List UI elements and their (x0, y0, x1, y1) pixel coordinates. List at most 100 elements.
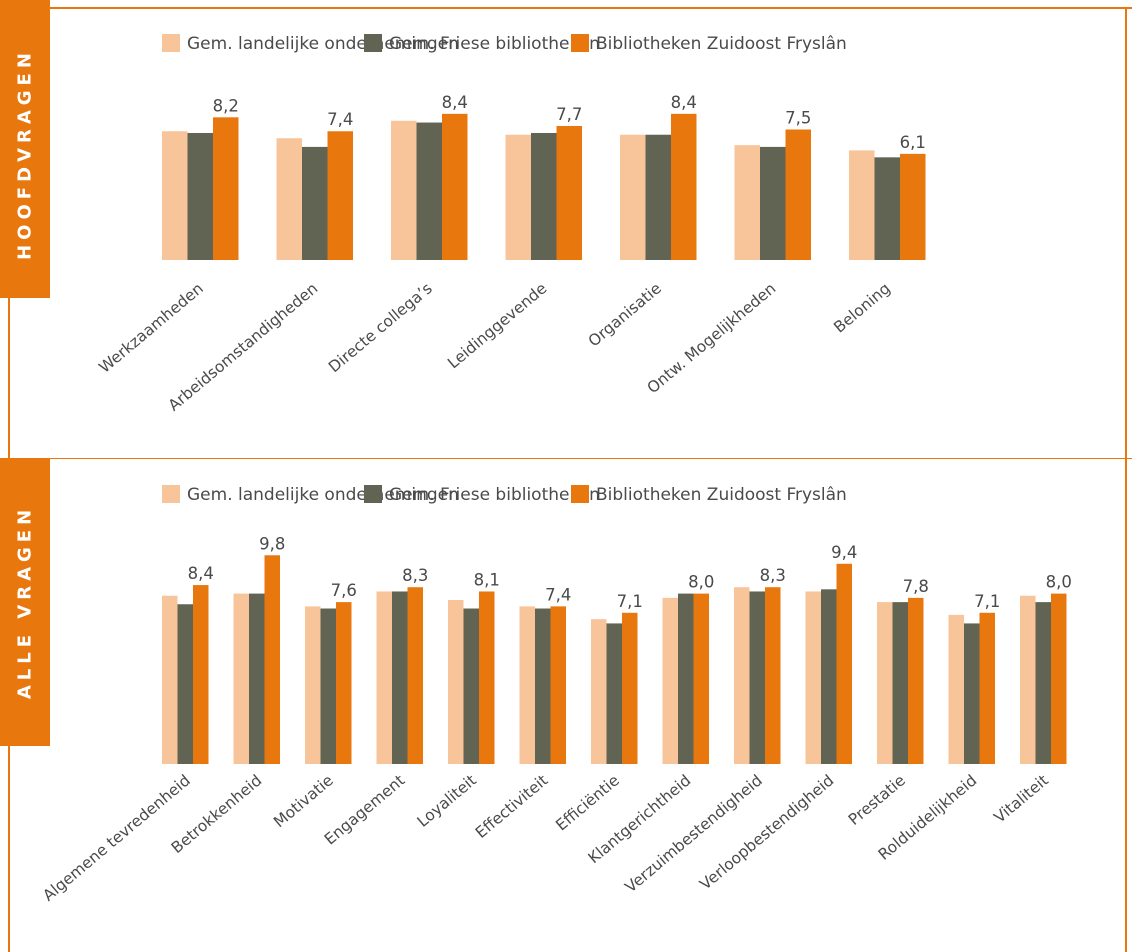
bar (877, 602, 893, 764)
bar (900, 153, 926, 260)
category-label: Leidinggevende (444, 279, 550, 372)
bar (519, 606, 535, 764)
bar (765, 587, 781, 764)
category-label: Motivatie (270, 771, 337, 831)
bar (213, 117, 239, 260)
bar (734, 587, 750, 764)
data-label: 7,4 (327, 110, 353, 129)
data-label: 7,8 (903, 577, 929, 596)
bar (874, 157, 900, 260)
bar (1035, 602, 1051, 764)
bar (979, 612, 995, 764)
bar (606, 623, 622, 764)
bar (177, 604, 193, 764)
category-label: Loyaliteit (414, 771, 480, 831)
bar (836, 563, 852, 764)
category-label: Effectiviteit (472, 771, 551, 842)
category-label: Algemene tevredenheid (40, 771, 194, 905)
bar (407, 587, 423, 764)
category-label: Beloning (830, 279, 893, 336)
bar (678, 593, 694, 764)
data-label: 7,4 (545, 585, 571, 604)
data-label: 9,8 (259, 534, 285, 553)
bar (760, 146, 786, 260)
bar (302, 146, 328, 260)
bar (892, 602, 908, 764)
panel-alle-vragen: ALLE VRAGEN Gem. landelijke onderneminge… (0, 458, 1132, 952)
legend-label: Bibliotheken Zuidoost Fryslân (596, 485, 847, 505)
bar (734, 145, 760, 260)
bar (550, 606, 566, 764)
bar (264, 555, 280, 764)
bar (162, 131, 188, 260)
data-label: 6,1 (900, 133, 926, 152)
data-label: 7,7 (556, 105, 582, 124)
data-label: 8,4 (188, 564, 214, 583)
bar (233, 593, 249, 764)
category-label: Efficiëntie (552, 771, 622, 834)
category-label: Verloopbestendigheid (696, 771, 837, 893)
legend-label: Gem. landelijke ondernemingen (187, 485, 459, 505)
data-label: 7,1 (974, 592, 1000, 611)
legend-swatch (162, 485, 180, 503)
data-label: 8,2 (213, 96, 239, 115)
data-label: 8,1 (474, 570, 500, 589)
data-label: 7,1 (617, 592, 643, 611)
bar (448, 599, 464, 764)
bar (948, 614, 964, 764)
bar (531, 132, 557, 260)
bar (505, 134, 531, 260)
bar (305, 606, 321, 764)
legend-swatch (364, 34, 382, 52)
data-label: 8,3 (402, 566, 428, 585)
bar (193, 585, 209, 764)
bar (327, 131, 353, 260)
category-label: Organisatie (585, 279, 665, 350)
bar (662, 597, 678, 764)
category-label: Werkzaamheden (96, 279, 207, 376)
legend-swatch (162, 34, 180, 52)
bar (849, 150, 875, 260)
data-label: 7,5 (785, 109, 811, 128)
bar (964, 623, 980, 764)
bar (249, 593, 265, 764)
legend-swatch (571, 485, 589, 503)
panel-hoofdvragen: HOOFDVRAGEN Gem. landelijke onderneminge… (0, 0, 1132, 458)
bar (1051, 593, 1067, 764)
category-label: Prestatie (845, 771, 909, 829)
bar (620, 134, 646, 260)
bars: 8,2 7,4 8,4 7,7 8,4 7,5 6,1 (162, 93, 926, 261)
bar (805, 591, 821, 764)
bar (671, 113, 697, 260)
legend-swatch (364, 485, 382, 503)
bar (336, 602, 352, 764)
bar (187, 132, 213, 260)
bar (442, 113, 468, 260)
bar (645, 134, 671, 260)
bar (535, 608, 551, 764)
category-label: Vitaliteit (991, 771, 1052, 826)
bar (785, 129, 811, 260)
legend-label: Gem. Friese bibliotheken (389, 485, 600, 505)
data-label: 7,6 (331, 581, 357, 600)
bar (391, 120, 417, 260)
bars: 8,4 9,8 7,6 8,3 8,1 7,4 7,1 8,0 8,3 9,4 7,8 7,1 8,0 (162, 534, 1072, 764)
bar (908, 597, 924, 764)
category-label: Ontw. Mogelijkheden (644, 279, 780, 397)
bar (622, 612, 638, 764)
bar (821, 589, 837, 764)
data-label: 8,0 (688, 573, 714, 592)
data-label: 9,4 (831, 543, 857, 562)
bar (749, 591, 765, 764)
bar (162, 595, 178, 764)
legend-label: Bibliotheken Zuidoost Fryslân (596, 34, 847, 54)
bar (416, 122, 442, 260)
bar (392, 591, 408, 764)
legend-swatch (571, 34, 589, 52)
bar (320, 608, 336, 764)
category-label: Verzuimbestendigheid (622, 771, 766, 896)
